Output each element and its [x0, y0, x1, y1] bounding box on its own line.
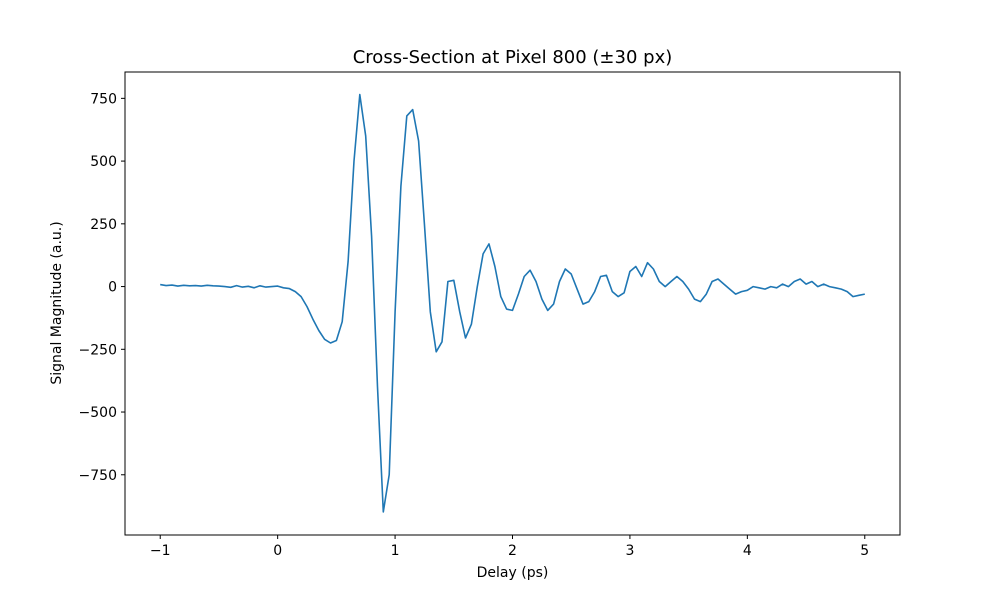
y-tick-label: 750	[90, 91, 117, 107]
x-tick-label: 2	[508, 543, 517, 559]
y-tick-label: 250	[90, 217, 117, 233]
x-tick-label: 4	[743, 543, 752, 559]
y-axis-title: Signal Magnitude (a.u.)	[49, 221, 65, 384]
x-tick-label: 3	[625, 543, 634, 559]
x-tick-label: 1	[391, 543, 400, 559]
chart-title: Cross-Section at Pixel 800 (±30 px)	[353, 47, 673, 68]
series-line-0	[160, 93, 865, 513]
x-axis-title: Delay (ps)	[477, 565, 549, 581]
x-tick-label: 5	[860, 543, 869, 559]
y-tick-label: −250	[79, 342, 117, 358]
y-tick-label: 500	[90, 154, 117, 170]
y-tick-label: −750	[79, 468, 117, 484]
x-tick-label: 0	[273, 543, 282, 559]
y-tick-label: 0	[108, 280, 117, 296]
plot-area	[124, 71, 901, 536]
x-tick-label: −1	[150, 543, 171, 559]
y-tick-label: −500	[79, 405, 117, 421]
